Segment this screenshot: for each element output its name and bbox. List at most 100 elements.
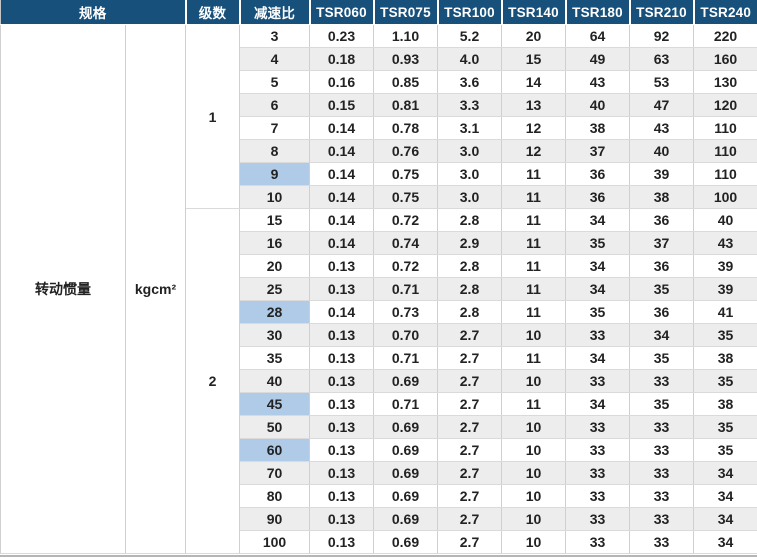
ratio-cell: 70 bbox=[240, 462, 310, 485]
value-cell: 37 bbox=[566, 140, 630, 163]
value-cell: 0.14 bbox=[310, 232, 374, 255]
value-cell: 0.85 bbox=[374, 71, 438, 94]
value-cell: 33 bbox=[630, 439, 694, 462]
value-cell: 33 bbox=[566, 324, 630, 347]
value-cell: 0.14 bbox=[310, 186, 374, 209]
ratio-cell: 60 bbox=[240, 439, 310, 462]
value-cell: 12 bbox=[502, 117, 566, 140]
value-cell: 10 bbox=[502, 531, 566, 554]
value-cell: 33 bbox=[630, 462, 694, 485]
value-cell: 0.13 bbox=[310, 485, 374, 508]
value-cell: 35 bbox=[630, 347, 694, 370]
value-cell: 34 bbox=[694, 508, 757, 531]
value-cell: 0.14 bbox=[310, 140, 374, 163]
value-cell: 0.23 bbox=[310, 25, 374, 48]
stage-label-1: 1 bbox=[186, 25, 240, 209]
value-cell: 0.14 bbox=[310, 209, 374, 232]
value-cell: 0.69 bbox=[374, 531, 438, 554]
value-cell: 120 bbox=[694, 94, 757, 117]
value-cell: 40 bbox=[630, 140, 694, 163]
value-cell: 0.14 bbox=[310, 117, 374, 140]
value-cell: 38 bbox=[566, 117, 630, 140]
ratio-cell: 7 bbox=[240, 117, 310, 140]
value-cell: 40 bbox=[694, 209, 757, 232]
row-label-inertia: 转动惯量 bbox=[1, 25, 126, 554]
value-cell: 0.74 bbox=[374, 232, 438, 255]
value-cell: 110 bbox=[694, 117, 757, 140]
value-cell: 37 bbox=[630, 232, 694, 255]
value-cell: 110 bbox=[694, 163, 757, 186]
value-cell: 39 bbox=[694, 255, 757, 278]
header-row: 规格 级数 减速比 TSR060 TSR075 TSR100 TSR140 TS… bbox=[1, 0, 757, 25]
value-cell: 35 bbox=[566, 301, 630, 324]
value-cell: 36 bbox=[630, 301, 694, 324]
value-cell: 39 bbox=[630, 163, 694, 186]
value-cell: 34 bbox=[566, 278, 630, 301]
value-cell: 0.13 bbox=[310, 393, 374, 416]
value-cell: 33 bbox=[566, 416, 630, 439]
value-cell: 0.69 bbox=[374, 485, 438, 508]
value-cell: 110 bbox=[694, 140, 757, 163]
table-header: 规格 级数 减速比 TSR060 TSR075 TSR100 TSR140 TS… bbox=[1, 0, 757, 25]
value-cell: 35 bbox=[694, 439, 757, 462]
value-cell: 34 bbox=[694, 485, 757, 508]
ratio-cell: 35 bbox=[240, 347, 310, 370]
value-cell: 33 bbox=[566, 485, 630, 508]
value-cell: 2.8 bbox=[438, 209, 502, 232]
value-cell: 33 bbox=[566, 531, 630, 554]
value-cell: 53 bbox=[630, 71, 694, 94]
ratio-cell: 50 bbox=[240, 416, 310, 439]
value-cell: 33 bbox=[630, 531, 694, 554]
value-cell: 0.69 bbox=[374, 508, 438, 531]
value-cell: 33 bbox=[630, 485, 694, 508]
ratio-cell: 3 bbox=[240, 25, 310, 48]
column-header-tsr075: TSR075 bbox=[374, 0, 438, 25]
ratio-cell: 90 bbox=[240, 508, 310, 531]
value-cell: 3.0 bbox=[438, 163, 502, 186]
value-cell: 0.73 bbox=[374, 301, 438, 324]
value-cell: 35 bbox=[630, 278, 694, 301]
ratio-cell: 100 bbox=[240, 531, 310, 554]
value-cell: 0.13 bbox=[310, 370, 374, 393]
value-cell: 36 bbox=[630, 255, 694, 278]
value-cell: 15 bbox=[502, 48, 566, 71]
value-cell: 92 bbox=[630, 25, 694, 48]
value-cell: 0.16 bbox=[310, 71, 374, 94]
value-cell: 0.13 bbox=[310, 531, 374, 554]
value-cell: 0.18 bbox=[310, 48, 374, 71]
value-cell: 2.7 bbox=[438, 370, 502, 393]
value-cell: 3.6 bbox=[438, 71, 502, 94]
ratio-cell: 6 bbox=[240, 94, 310, 117]
ratio-cell: 9 bbox=[240, 163, 310, 186]
value-cell: 33 bbox=[630, 370, 694, 393]
value-cell: 4.0 bbox=[438, 48, 502, 71]
value-cell: 0.13 bbox=[310, 324, 374, 347]
value-cell: 36 bbox=[566, 186, 630, 209]
value-cell: 2.7 bbox=[438, 324, 502, 347]
ratio-cell: 15 bbox=[240, 209, 310, 232]
value-cell: 34 bbox=[566, 347, 630, 370]
value-cell: 0.75 bbox=[374, 186, 438, 209]
value-cell: 43 bbox=[566, 71, 630, 94]
column-header-tsr100: TSR100 bbox=[438, 0, 502, 25]
value-cell: 5.2 bbox=[438, 25, 502, 48]
value-cell: 0.72 bbox=[374, 255, 438, 278]
value-cell: 0.78 bbox=[374, 117, 438, 140]
column-header-tsr240: TSR240 bbox=[694, 0, 757, 25]
value-cell: 2.7 bbox=[438, 508, 502, 531]
value-cell: 63 bbox=[630, 48, 694, 71]
value-cell: 36 bbox=[566, 163, 630, 186]
value-cell: 33 bbox=[566, 439, 630, 462]
value-cell: 2.7 bbox=[438, 439, 502, 462]
column-header-tsr140: TSR140 bbox=[502, 0, 566, 25]
value-cell: 33 bbox=[566, 508, 630, 531]
value-cell: 0.76 bbox=[374, 140, 438, 163]
value-cell: 130 bbox=[694, 71, 757, 94]
value-cell: 0.13 bbox=[310, 508, 374, 531]
value-cell: 160 bbox=[694, 48, 757, 71]
column-header-stages: 级数 bbox=[186, 0, 240, 25]
value-cell: 2.8 bbox=[438, 255, 502, 278]
ratio-cell: 30 bbox=[240, 324, 310, 347]
ratio-cell: 45 bbox=[240, 393, 310, 416]
